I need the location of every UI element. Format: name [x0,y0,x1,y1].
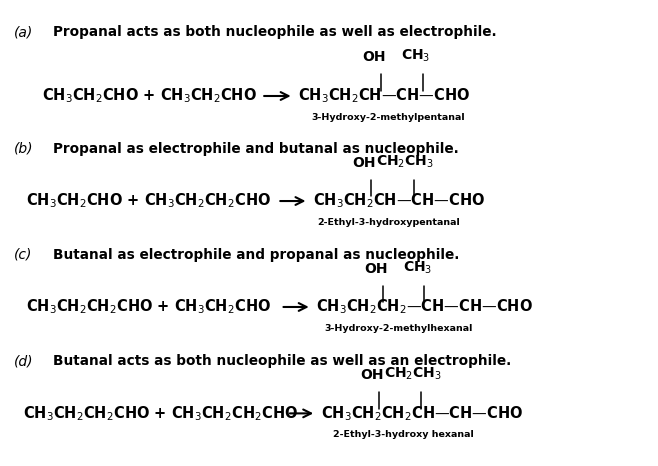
Text: OH: OH [363,50,386,64]
Text: 3-Hydroxy-2-methylhexanal: 3-Hydroxy-2-methylhexanal [324,324,473,333]
Text: CH$_3$CH$_2$CH$_2$—CH—CH—CHO: CH$_3$CH$_2$CH$_2$—CH—CH—CHO [316,298,533,316]
Text: CH$_3$CH$_2$CHO + CH$_3$CH$_2$CHO: CH$_3$CH$_2$CHO + CH$_3$CH$_2$CHO [42,87,257,105]
Text: CH$_3$CH$_2$CHO + CH$_3$CH$_2$CH$_2$CHO: CH$_3$CH$_2$CHO + CH$_3$CH$_2$CH$_2$CHO [26,192,271,210]
Text: Butanal acts as both nucleophile as well as an electrophile.: Butanal acts as both nucleophile as well… [53,354,511,368]
Text: (c): (c) [14,247,33,261]
Text: CH$_3$CH$_2$CH—CH—CHO: CH$_3$CH$_2$CH—CH—CHO [313,192,485,210]
Text: Propanal as electrophile and butanal as nucleophile.: Propanal as electrophile and butanal as … [53,142,459,156]
Text: CH$_3$: CH$_3$ [401,48,431,64]
Text: CH$_2$CH$_3$: CH$_2$CH$_3$ [376,154,434,170]
Text: CH$_3$: CH$_3$ [403,260,433,276]
Text: CH$_3$CH$_2$CH$_2$CHO + CH$_3$CH$_2$CH$_2$CHO: CH$_3$CH$_2$CH$_2$CHO + CH$_3$CH$_2$CH$_… [22,404,298,423]
Text: Propanal acts as both nucleophile as well as electrophile.: Propanal acts as both nucleophile as wel… [53,25,497,39]
Text: (d): (d) [14,354,34,368]
Text: 2-Ethyl-3-hydroxy hexanal: 2-Ethyl-3-hydroxy hexanal [333,430,474,439]
Text: CH$_3$CH$_2$CH—CH—CHO: CH$_3$CH$_2$CH—CH—CHO [298,87,470,105]
Text: Butanal as electrophile and propanal as nucleophile.: Butanal as electrophile and propanal as … [53,247,459,261]
Text: CH$_3$CH$_2$CH$_2$CHO + CH$_3$CH$_2$CHO: CH$_3$CH$_2$CH$_2$CHO + CH$_3$CH$_2$CHO [26,298,271,316]
Text: CH$_3$CH$_2$CH$_2$CH—CH—CHO: CH$_3$CH$_2$CH$_2$CH—CH—CHO [320,404,523,423]
Text: OH: OH [361,368,384,382]
Text: (b): (b) [14,142,34,156]
Text: (a): (a) [14,25,34,39]
Text: 2-Ethyl-3-hydroxypentanal: 2-Ethyl-3-hydroxypentanal [317,218,460,227]
Text: CH$_2$CH$_3$: CH$_2$CH$_3$ [384,366,442,382]
Text: OH: OH [353,156,376,170]
Text: 3-Hydroxy-2-methylpentanal: 3-Hydroxy-2-methylpentanal [311,113,465,122]
Text: OH: OH [365,262,388,276]
